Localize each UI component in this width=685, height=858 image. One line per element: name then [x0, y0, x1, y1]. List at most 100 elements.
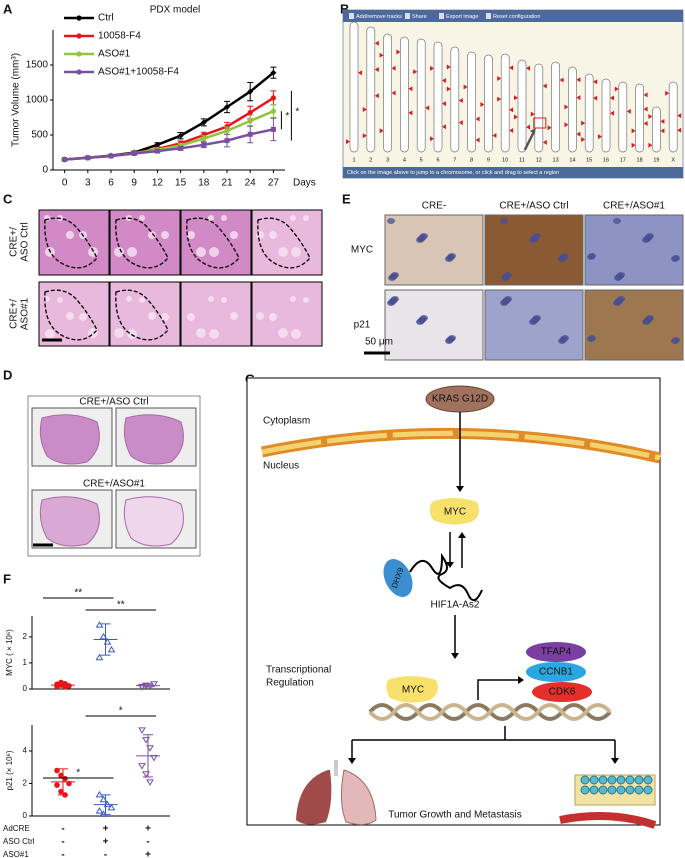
- diagram-frame: [246, 377, 661, 826]
- panel-letter: C: [3, 191, 13, 206]
- nucleus: [500, 218, 508, 224]
- feature-marker: [509, 127, 514, 133]
- myc-label: MYC: [402, 685, 424, 696]
- tissue-texture: [127, 247, 137, 257]
- tumor-outline: [257, 217, 311, 269]
- lung-section: [39, 496, 100, 547]
- marker: [224, 138, 230, 144]
- feature-marker: [660, 118, 665, 124]
- chromosome: [349, 21, 359, 153]
- feature-marker: [492, 133, 497, 139]
- y-axis-label: MYC ( × 10⁶): [5, 629, 14, 676]
- condition-sign: +: [145, 824, 151, 835]
- tumor-cell: [589, 775, 599, 785]
- feature-marker: [610, 110, 614, 116]
- nucleus: [588, 335, 596, 341]
- toolbar-button: Export image: [446, 14, 478, 20]
- feature-marker: [475, 137, 480, 143]
- x-tick-label: 3: [85, 178, 91, 189]
- marker: [247, 88, 254, 95]
- tissue-texture: [221, 215, 227, 221]
- panel-letter: E: [342, 191, 351, 206]
- toolbar: [343, 10, 683, 22]
- arrow-head: [518, 676, 524, 684]
- condition-sign: -: [61, 837, 64, 848]
- feature-marker: [677, 113, 682, 119]
- footer-text: Click on the image above to jump to a ch…: [347, 170, 559, 176]
- target-label: CDK6: [549, 687, 576, 698]
- feature-marker: [446, 64, 451, 70]
- marker: [247, 131, 253, 137]
- target-label: CCNB1: [539, 667, 573, 678]
- feature-marker: [643, 120, 648, 126]
- tissue-texture: [278, 328, 288, 338]
- feature-marker: [648, 113, 653, 119]
- marker: [62, 157, 68, 162]
- y-tick-label: 0: [42, 165, 48, 176]
- compartment-label: Cytoplasm: [263, 416, 310, 427]
- lung-section: [39, 414, 100, 465]
- panel-frame: [27, 395, 201, 557]
- chromosome-label: 1: [352, 157, 355, 163]
- feature-marker: [581, 137, 586, 143]
- tissue-texture: [208, 215, 214, 221]
- nucleus: [672, 255, 680, 261]
- chromosome-label: 2: [369, 157, 372, 163]
- row-label: ASO Ctrl: [20, 222, 31, 261]
- chromosome: [652, 106, 661, 153]
- chromosome: [601, 78, 611, 153]
- row-label: CRE+/: [9, 227, 20, 257]
- panel-letter: A: [3, 1, 13, 16]
- toolbar-icon: [486, 13, 491, 19]
- feature-marker: [547, 125, 552, 131]
- x-tick-label: 0: [62, 178, 68, 189]
- marker: [270, 95, 276, 101]
- y-tick-label: 0: [23, 811, 28, 820]
- feature-marker: [526, 65, 530, 71]
- nucleus: [613, 218, 621, 224]
- pointer-head: [529, 128, 536, 134]
- feature-marker: [374, 93, 379, 99]
- feature-marker: [425, 105, 430, 111]
- legend-marker: [76, 51, 82, 57]
- tissue-texture: [256, 231, 264, 239]
- tumor-cell: [634, 785, 644, 795]
- feature-marker: [631, 128, 636, 134]
- feature-marker: [430, 65, 434, 71]
- chromosome: [416, 38, 426, 153]
- chromosome-label: 19: [653, 157, 659, 163]
- myc-label: MYC: [444, 507, 466, 518]
- tissue-texture: [230, 231, 238, 239]
- chromosome: [500, 53, 510, 153]
- tissue-texture: [291, 329, 301, 339]
- y-tick-label: 1: [23, 658, 28, 667]
- ihc-tile: [384, 289, 484, 361]
- tumor-cell: [616, 785, 626, 795]
- condition-sign: -: [61, 850, 64, 858]
- tissue-texture: [230, 312, 238, 320]
- row-label: ASO#1: [20, 297, 31, 330]
- chromosome-label: X: [671, 157, 675, 163]
- condition-sign: +: [145, 850, 151, 858]
- pointer-arrow: [523, 131, 535, 151]
- tissue-texture: [127, 329, 137, 339]
- sd-bar: [58, 682, 68, 688]
- nucleus: [588, 253, 596, 259]
- lung-left: [296, 770, 332, 825]
- chromosome-label: 17: [620, 157, 626, 163]
- scale-label: 50 μm: [365, 337, 393, 348]
- feature-marker: [643, 106, 648, 112]
- chromosome-label: 8: [470, 157, 473, 163]
- sd-bar: [100, 623, 111, 656]
- chromosome-label: 7: [453, 157, 456, 163]
- feature-marker: [475, 116, 480, 122]
- histology-tile: [38, 209, 110, 276]
- target-protein: [526, 662, 586, 682]
- marker: [177, 132, 184, 139]
- feature-marker: [442, 124, 446, 130]
- feature-marker: [530, 111, 535, 117]
- tumor-cell: [607, 775, 617, 785]
- feature-marker: [497, 76, 502, 81]
- feature-marker: [514, 114, 518, 120]
- feature-marker: [346, 139, 350, 145]
